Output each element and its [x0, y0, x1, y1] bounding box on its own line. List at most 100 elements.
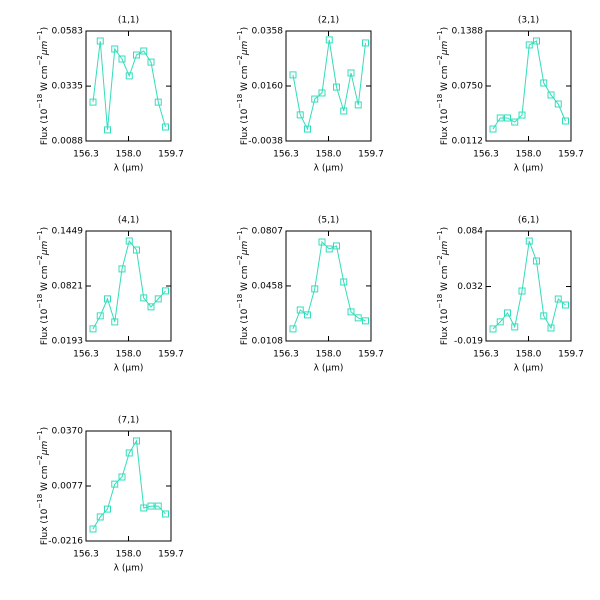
- y-axis-label-part: Flux (10: [240, 308, 250, 345]
- data-marker: [311, 95, 319, 103]
- data-marker: [96, 513, 104, 521]
- y-axis-label-part: μm: [40, 440, 50, 456]
- y-tick-label: 0.1449: [52, 227, 84, 237]
- panel-title: (5,1): [318, 216, 339, 226]
- data-line: [92, 40, 166, 130]
- x-tick-label: 159.7: [158, 350, 184, 360]
- y-axis-label-part: −2: [36, 255, 44, 265]
- y-axis-label: Flux (10−18 W cm−2μm−1): [36, 27, 50, 145]
- data-marker: [340, 278, 348, 286]
- data-marker: [125, 72, 133, 80]
- y-axis-label-part: Flux (10: [40, 508, 50, 545]
- y-axis-label-part: −1: [36, 30, 44, 40]
- y-axis-label-part: Flux (10: [440, 108, 450, 145]
- y-axis-label-part: μm: [240, 40, 250, 56]
- y-tick-label: -0.019: [454, 337, 483, 347]
- y-axis-label-part: −1: [436, 30, 444, 40]
- y-axis-label-part: −2: [36, 55, 44, 65]
- y-axis-label-part: Flux (10: [40, 308, 50, 345]
- y-axis-label-part: Flux (10: [240, 108, 250, 145]
- x-tick-label: 159.7: [558, 150, 584, 160]
- data-marker: [147, 303, 155, 311]
- data-marker: [354, 314, 362, 322]
- y-axis-label-part: −18: [436, 94, 444, 109]
- data-marker: [354, 101, 362, 109]
- y-axis-label-part: −18: [436, 294, 444, 309]
- data-marker: [533, 257, 540, 265]
- x-tick-label: 156.3: [73, 350, 99, 360]
- x-tick-label: 158.0: [116, 150, 142, 160]
- x-axis-label: λ (μm): [314, 364, 344, 374]
- data-marker: [154, 98, 162, 106]
- y-axis-label: Flux (10−18 W cm−2μm−1): [436, 227, 450, 345]
- data-marker: [89, 525, 97, 533]
- panel-title: (6,1): [518, 216, 539, 226]
- y-axis-label: Flux (10−18 W cm−2μm−1): [236, 227, 250, 345]
- data-marker: [518, 287, 526, 295]
- x-axis-label: λ (μm): [114, 564, 144, 574]
- data-marker: [118, 473, 126, 481]
- y-axis-label-part: Flux (10: [440, 308, 450, 345]
- data-marker: [318, 89, 326, 97]
- data-marker: [162, 123, 169, 131]
- panel-title: (4,1): [118, 216, 139, 226]
- x-tick-label: 156.3: [473, 350, 499, 360]
- data-marker: [362, 39, 369, 47]
- x-tick-label: 156.3: [73, 150, 99, 160]
- y-axis-label: Flux (10−18 W cm−2μm−1): [36, 227, 50, 345]
- x-axis-label: λ (μm): [314, 164, 344, 174]
- data-marker: [562, 117, 569, 125]
- data-marker: [489, 325, 497, 333]
- data-marker: [147, 58, 155, 66]
- y-axis-label-part: ): [40, 427, 50, 431]
- y-tick-label: 0.0088: [52, 137, 84, 147]
- data-marker: [340, 107, 348, 115]
- data-marker: [347, 308, 355, 316]
- y-tick-label: 0.0821: [52, 282, 84, 292]
- x-tick-label: 159.7: [358, 350, 384, 360]
- data-marker: [140, 504, 148, 512]
- data-marker: [96, 37, 104, 45]
- x-tick-label: 159.7: [158, 550, 184, 560]
- y-axis-label-part: −18: [236, 94, 244, 109]
- x-tick-label: 158.0: [116, 350, 142, 360]
- x-axis-label: λ (μm): [514, 364, 544, 374]
- y-tick-label: 0.0458: [252, 281, 284, 291]
- y-tick-label: 0.0370: [52, 427, 84, 437]
- data-marker: [540, 79, 548, 87]
- data-marker: [111, 480, 119, 488]
- data-marker: [96, 312, 104, 320]
- data-marker: [289, 71, 297, 79]
- data-marker: [162, 287, 169, 295]
- data-marker: [118, 265, 126, 273]
- y-axis-label-part: −18: [36, 94, 44, 109]
- data-marker: [496, 114, 504, 122]
- x-tick-label: 159.7: [158, 150, 184, 160]
- data-marker: [525, 237, 533, 245]
- y-axis-label-part: −2: [236, 255, 244, 265]
- data-marker: [304, 125, 311, 133]
- data-marker: [140, 47, 148, 55]
- data-marker: [133, 246, 140, 254]
- data-marker: [154, 295, 162, 303]
- x-axis-label: λ (μm): [514, 164, 544, 174]
- data-marker: [554, 295, 562, 303]
- y-axis-label-part: ): [240, 27, 250, 31]
- data-marker: [104, 126, 111, 134]
- y-tick-label: 0.0807: [252, 227, 284, 237]
- y-tick-label: 0.084: [457, 227, 483, 237]
- y-axis-label-part: −1: [36, 430, 44, 440]
- data-marker: [296, 111, 304, 119]
- data-marker: [525, 41, 533, 49]
- y-axis-label: Flux (10−18 W cm−2μm−1): [236, 27, 250, 145]
- data-marker: [89, 325, 97, 333]
- y-tick-label: 0.0160: [252, 82, 284, 92]
- data-marker: [140, 294, 148, 302]
- data-marker: [133, 437, 140, 445]
- y-tick-label: 0.0108: [252, 337, 284, 347]
- y-tick-label: 0.0750: [452, 82, 484, 92]
- x-tick-label: 158.0: [316, 150, 342, 160]
- data-marker: [104, 295, 111, 303]
- y-tick-label: 0.0335: [52, 82, 84, 92]
